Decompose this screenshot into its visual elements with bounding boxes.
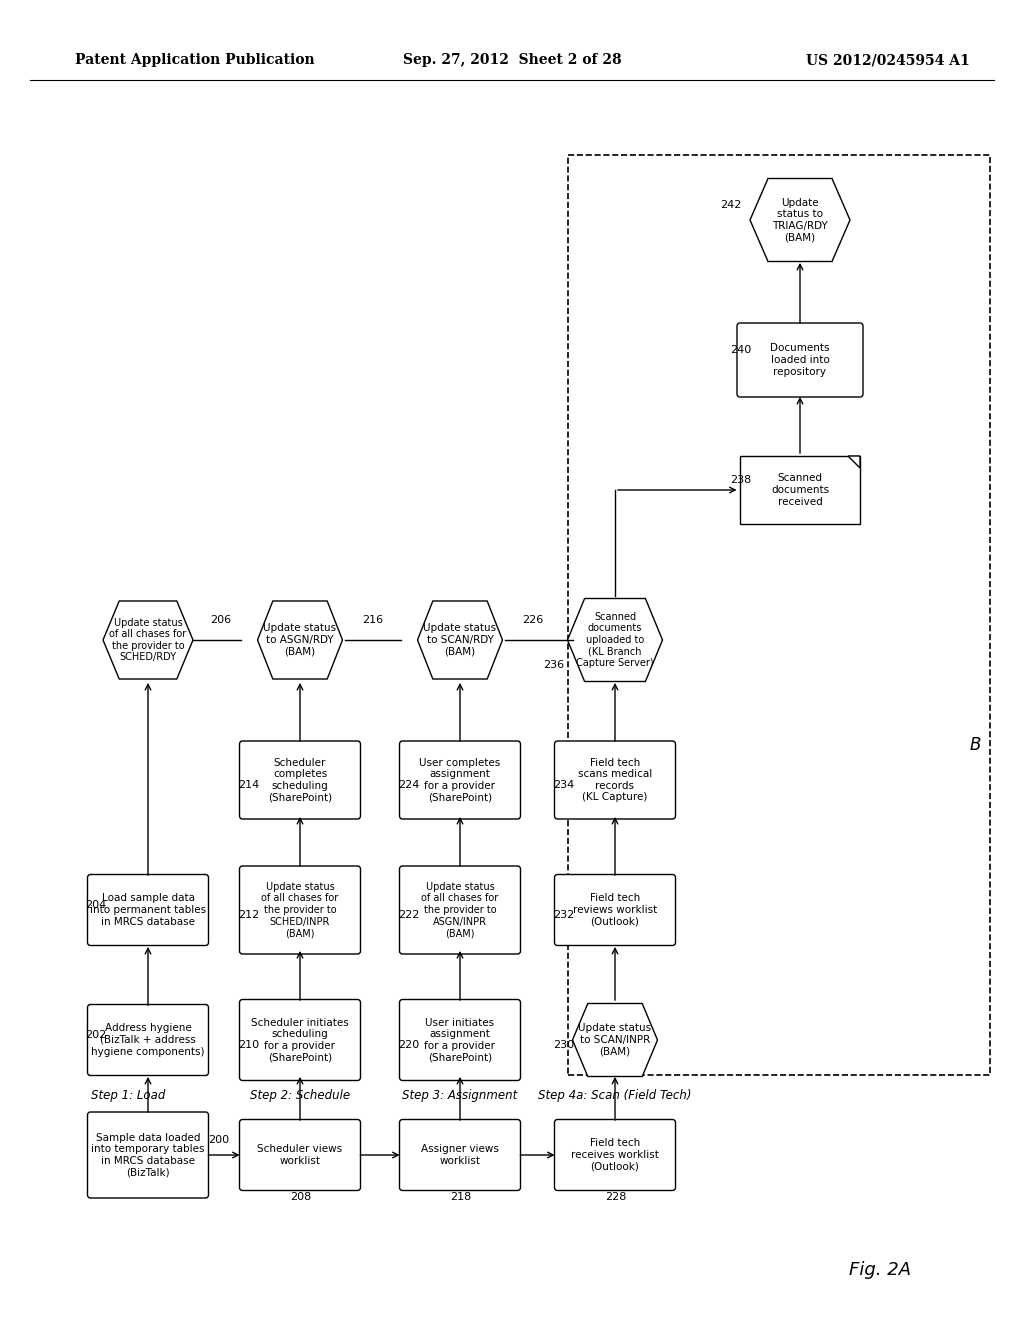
Text: Update status
to ASGN/RDY
(BAM): Update status to ASGN/RDY (BAM) — [263, 623, 337, 656]
FancyBboxPatch shape — [87, 874, 209, 945]
Text: 216: 216 — [362, 615, 383, 624]
FancyBboxPatch shape — [87, 1111, 209, 1199]
Text: 208: 208 — [290, 1192, 311, 1203]
Text: Documents
loaded into
repository: Documents loaded into repository — [770, 343, 829, 376]
Text: Address hygiene
(BizTalk + address
hygiene components): Address hygiene (BizTalk + address hygie… — [91, 1023, 205, 1056]
Text: Scanned
documents
uploaded to
(KL Branch
Capture Server): Scanned documents uploaded to (KL Branch… — [577, 611, 653, 668]
FancyBboxPatch shape — [399, 1119, 520, 1191]
Text: 204: 204 — [85, 900, 106, 909]
FancyBboxPatch shape — [87, 1005, 209, 1076]
Text: 222: 222 — [398, 909, 420, 920]
Text: 242: 242 — [720, 201, 741, 210]
Text: Field tech
receives worklist
(Outlook): Field tech receives worklist (Outlook) — [571, 1138, 658, 1172]
Text: Field tech
reviews worklist
(Outlook): Field tech reviews worklist (Outlook) — [572, 894, 657, 927]
FancyBboxPatch shape — [555, 874, 676, 945]
Text: Scanned
documents
received: Scanned documents received — [771, 474, 829, 507]
Text: Step 4a: Scan (Field Tech): Step 4a: Scan (Field Tech) — [539, 1089, 692, 1101]
Text: Step 3: Assignment: Step 3: Assignment — [402, 1089, 517, 1101]
Text: Update status
of all chases for
the provider to
ASGN/INPR
(BAM): Update status of all chases for the prov… — [421, 882, 499, 939]
Text: Update status
of all chases for
the provider to
SCHED/INPR
(BAM): Update status of all chases for the prov… — [261, 882, 339, 939]
Text: Sep. 27, 2012  Sheet 2 of 28: Sep. 27, 2012 Sheet 2 of 28 — [402, 53, 622, 67]
Text: Scheduler views
worklist: Scheduler views worklist — [257, 1144, 343, 1166]
Text: Step 2: Schedule: Step 2: Schedule — [250, 1089, 350, 1101]
Text: 228: 228 — [605, 1192, 627, 1203]
Text: Update status
of all chases for
the provider to
SCHED/RDY: Update status of all chases for the prov… — [110, 618, 186, 663]
Polygon shape — [103, 601, 193, 678]
Text: 214: 214 — [238, 780, 259, 789]
FancyBboxPatch shape — [240, 866, 360, 954]
FancyBboxPatch shape — [240, 741, 360, 818]
FancyBboxPatch shape — [555, 1119, 676, 1191]
Text: Assigner views
worklist: Assigner views worklist — [421, 1144, 499, 1166]
Text: 200: 200 — [208, 1135, 229, 1144]
Text: Scheduler initiates
scheduling
for a provider
(SharePoint): Scheduler initiates scheduling for a pro… — [251, 1018, 349, 1063]
Polygon shape — [567, 598, 663, 681]
Text: 202: 202 — [85, 1030, 106, 1040]
FancyBboxPatch shape — [399, 741, 520, 818]
Text: Sample data loaded
into temporary tables
in MRCS database
(BizTalk): Sample data loaded into temporary tables… — [91, 1133, 205, 1177]
Text: 210: 210 — [238, 1040, 259, 1049]
Polygon shape — [750, 178, 850, 261]
FancyBboxPatch shape — [240, 1119, 360, 1191]
Bar — [740, 455, 860, 524]
Text: B: B — [970, 737, 981, 754]
Text: User initiates
assignment
for a provider
(SharePoint): User initiates assignment for a provider… — [425, 1018, 496, 1063]
Text: User completes
assignment
for a provider
(SharePoint): User completes assignment for a provider… — [420, 758, 501, 803]
Text: 212: 212 — [238, 909, 259, 920]
Polygon shape — [418, 601, 503, 678]
Text: Patent Application Publication: Patent Application Publication — [75, 53, 314, 67]
Text: 236: 236 — [543, 660, 564, 671]
Text: 226: 226 — [522, 615, 544, 624]
Text: US 2012/0245954 A1: US 2012/0245954 A1 — [806, 53, 970, 67]
Text: 224: 224 — [398, 780, 420, 789]
Text: Fig. 2A: Fig. 2A — [849, 1261, 911, 1279]
Text: Scheduler
completes
scheduling
(SharePoint): Scheduler completes scheduling (SharePoi… — [268, 758, 332, 803]
Polygon shape — [848, 455, 860, 469]
Text: Update
status to
TRIAG/RDY
(BAM): Update status to TRIAG/RDY (BAM) — [772, 198, 827, 243]
Text: Field tech
scans medical
records
(KL Capture): Field tech scans medical records (KL Cap… — [578, 758, 652, 803]
FancyBboxPatch shape — [399, 999, 520, 1081]
Text: 230: 230 — [553, 1040, 574, 1049]
Text: 240: 240 — [730, 345, 752, 355]
Text: 206: 206 — [210, 615, 231, 624]
FancyBboxPatch shape — [737, 323, 863, 397]
Text: Update status
to SCAN/RDY
(BAM): Update status to SCAN/RDY (BAM) — [424, 623, 497, 656]
Text: 220: 220 — [398, 1040, 419, 1049]
Text: Load sample data
into permanent tables
in MRCS database: Load sample data into permanent tables i… — [90, 894, 206, 927]
Text: 232: 232 — [553, 909, 574, 920]
Bar — [568, 154, 990, 1074]
Text: Update status
to SCAN/INPR
(BAM): Update status to SCAN/INPR (BAM) — [579, 1023, 651, 1056]
Text: 218: 218 — [450, 1192, 471, 1203]
Polygon shape — [257, 601, 342, 678]
FancyBboxPatch shape — [555, 741, 676, 818]
Text: 238: 238 — [730, 475, 752, 484]
FancyBboxPatch shape — [399, 866, 520, 954]
Polygon shape — [572, 1003, 657, 1077]
Text: 234: 234 — [553, 780, 574, 789]
Text: Step 1: Load: Step 1: Load — [91, 1089, 165, 1101]
FancyBboxPatch shape — [240, 999, 360, 1081]
